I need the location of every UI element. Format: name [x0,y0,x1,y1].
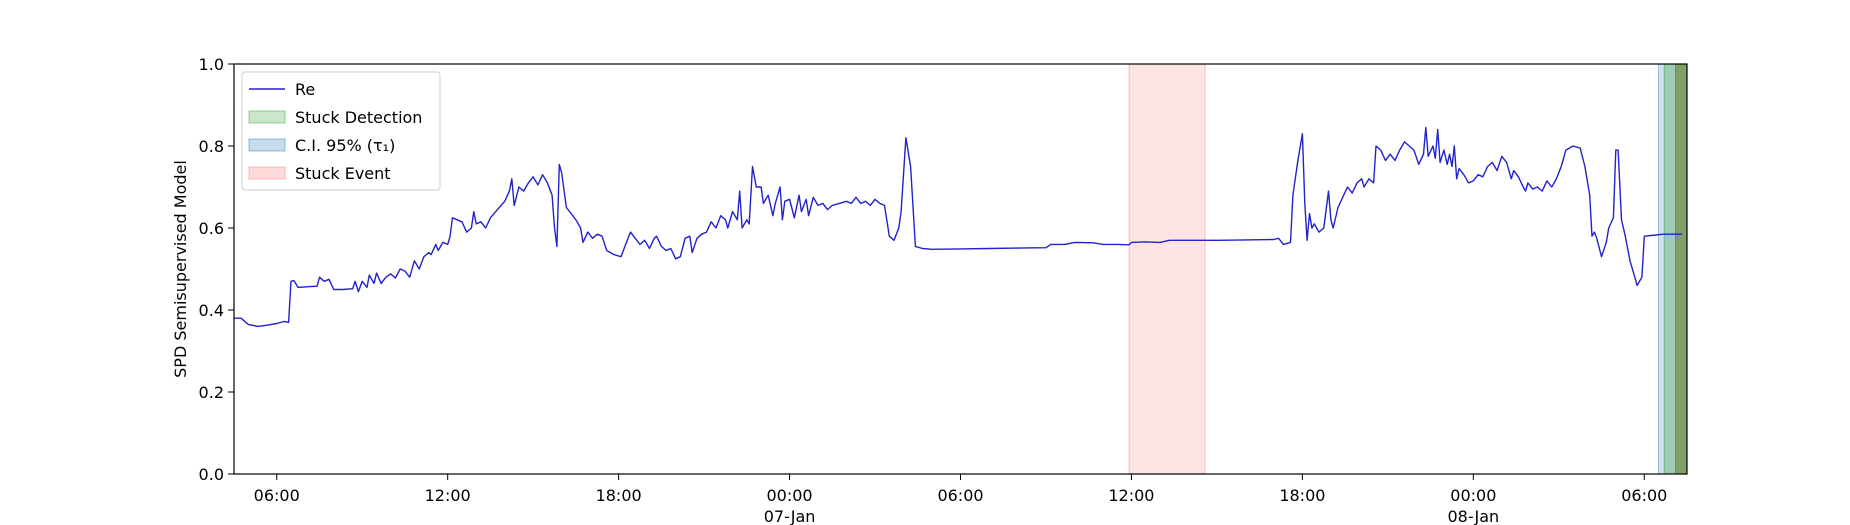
shaded-regions [1128,63,1688,475]
y-tick-label: 0.8 [199,137,224,156]
legend-swatch-patch [248,166,286,180]
y-axis-title: SPD Semisupervised Model [171,160,190,378]
x-tick-label: 00:00 [1450,486,1496,505]
series-layer [234,126,1683,328]
legend-box [241,71,441,191]
y-tick-label: 1.0 [199,55,224,74]
legend-label: Stuck Detection [295,108,422,127]
y-tick-label: 0.0 [199,465,224,484]
x-tick-date-label: 08-Jan [1447,507,1499,525]
x-tick-label: 12:00 [1108,486,1154,505]
y-axis: 0.0 0.2 0.4 0.6 0.8 1.0 [199,55,234,484]
legend-swatch-patch [248,110,286,124]
legend-label: Stuck Event [295,164,391,183]
y-tick-label: 0.2 [199,383,224,402]
legend: Re Stuck Detection C.I. 95% (τ₁) Stuck Even… [241,71,441,191]
y-tick-label: 0.4 [199,301,224,320]
x-tick-label: 00:00 [767,486,813,505]
x-tick-date-label: 07-Jan [764,507,816,525]
legend-label: Re [295,80,315,99]
series-line-re [234,126,1683,328]
legend-swatch-patch [248,138,286,152]
legend-label: C.I. 95% (τ₁) [295,136,395,155]
shaded-region-stuck-detection-3 [1675,63,1688,475]
x-tick-label: 12:00 [425,486,471,505]
y-tick-label: 0.6 [199,219,224,238]
x-tick-label: 06:00 [254,486,300,505]
x-axis: 06:0012:0018:0000:0007-Jan190006:0012:00… [254,474,1667,525]
x-tick-label: 18:00 [1279,486,1325,505]
x-tick-label: 18:00 [596,486,642,505]
shaded-region-stuck-event-0 [1128,63,1206,475]
x-tick-label: 06:00 [937,486,983,505]
x-tick-label: 06:00 [1621,486,1667,505]
